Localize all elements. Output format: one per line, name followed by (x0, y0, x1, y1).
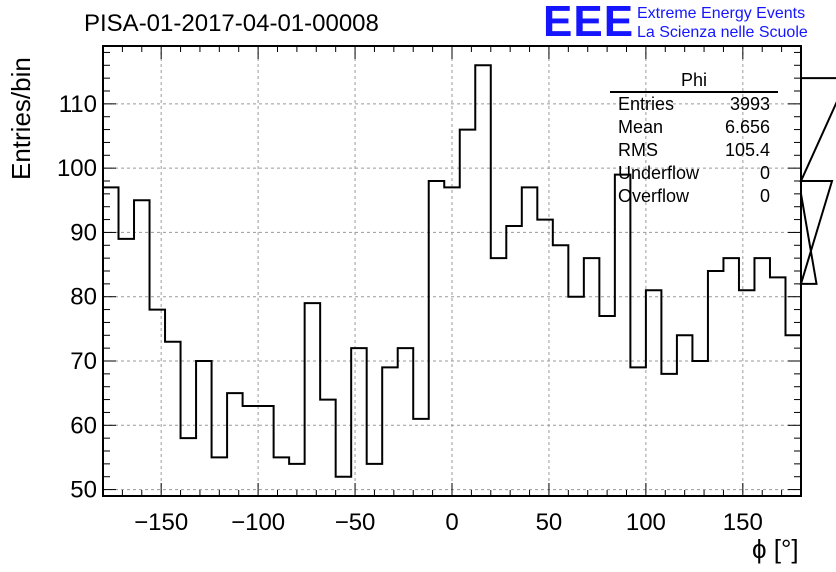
x-tick-label: 50 (536, 509, 563, 536)
histogram-bin (506, 226, 522, 496)
eee-logo: EEE (543, 0, 635, 46)
stats-label: Mean (618, 117, 664, 137)
histogram-bin (708, 271, 724, 496)
y-tick-label: 110 (59, 91, 97, 118)
stats-label: Overflow (618, 186, 690, 206)
histogram-bin (134, 200, 150, 496)
stats-label: Underflow (618, 163, 700, 183)
histogram-bin (305, 303, 321, 496)
y-axis-label: Entries/bin (6, 57, 36, 180)
histogram-bin (227, 393, 243, 496)
histogram-bin (274, 457, 290, 496)
histogram-bin (615, 175, 631, 496)
histogram-bin (150, 310, 166, 496)
stats-title: Phi (610, 70, 778, 93)
stats-value: 0 (759, 186, 770, 206)
histogram-bin (475, 65, 491, 496)
x-tick-label: 100 (626, 509, 666, 536)
x-tick-label: 150 (723, 509, 763, 536)
histogram-bin (661, 374, 677, 496)
histogram-bin (491, 258, 507, 496)
histogram-outline (103, 64, 836, 478)
y-tick-label: 50 (70, 477, 97, 504)
histogram-bin (103, 187, 119, 496)
histogram-bin (754, 258, 770, 496)
y-tick-label: 90 (70, 219, 97, 246)
x-tick-label: −100 (231, 509, 285, 536)
histogram-bin (770, 277, 786, 496)
stats-row: RMS 105.4 (610, 139, 778, 162)
stats-row: Entries 3993 (610, 93, 778, 116)
plot-frame (102, 45, 802, 497)
histogram-bin (630, 367, 646, 496)
logo-caption: Extreme Energy Events La Scienza nelle S… (637, 4, 808, 42)
y-tick-label: 70 (70, 348, 97, 375)
stats-value: 105.4 (724, 140, 770, 160)
x-tick-label: −50 (335, 509, 376, 536)
histogram-bin (739, 290, 755, 496)
y-tick-label: 80 (70, 284, 97, 311)
stats-row: Underflow 0 (610, 162, 778, 185)
logo-line-1: Extreme Energy Events (637, 5, 806, 22)
histogram-bin (119, 239, 135, 496)
stats-value: 6.656 (724, 117, 770, 137)
stats-label: RMS (618, 140, 658, 160)
histogram-bin (568, 297, 584, 496)
y-axis-ticks: 50 60 70 80 90 100 110 (57, 51, 801, 504)
histogram-bin (351, 348, 367, 496)
histogram-bin (785, 335, 801, 496)
histogram-bin (429, 181, 445, 496)
histogram-bin (212, 457, 228, 496)
x-tick-label: 0 (445, 509, 458, 536)
stats-value: 3993 (729, 94, 770, 114)
stats-row: Overflow 0 (610, 185, 778, 208)
histogram-bin (165, 342, 181, 496)
histogram-bin (320, 400, 336, 496)
x-axis-label: ϕ [°] (752, 534, 799, 564)
histogram-bin (537, 220, 553, 496)
histogram-bin (243, 406, 259, 496)
histogram-bin (258, 406, 274, 496)
histogram-bin (289, 464, 305, 496)
histogram-bin (382, 367, 398, 496)
stats-value: 0 (759, 163, 770, 183)
histogram-bin (444, 187, 460, 496)
x-tick-label: −150 (134, 509, 188, 536)
histogram-bin (522, 187, 538, 496)
grid-lines (103, 46, 801, 496)
histogram-bin (677, 335, 693, 496)
histogram-bin (413, 419, 429, 496)
y-tick-label: 60 (70, 412, 97, 439)
y-tick-label: 100 (57, 155, 97, 182)
histogram-bin (723, 258, 739, 496)
histogram-bin (181, 438, 197, 496)
logo-line-2: La Scienza nelle Scuole (637, 24, 808, 41)
histogram-bin (336, 477, 352, 496)
histogram-bin (646, 290, 662, 496)
stats-label: Entries (618, 94, 675, 114)
histogram-bin (584, 258, 600, 496)
stats-box: Phi Entries 3993 Mean 6.656 RMS 105.4 Un… (610, 70, 778, 208)
histogram-bin (599, 316, 615, 496)
histogram-bin (367, 464, 383, 496)
chart-title: PISA-01-2017-04-01-00008 (84, 10, 379, 37)
stats-row: Mean 6.656 (610, 116, 778, 139)
histogram-bin (553, 245, 569, 496)
histogram-bin (460, 130, 476, 496)
histogram-bin (196, 361, 212, 496)
histogram-bin (398, 348, 414, 496)
histogram-bin (692, 361, 708, 496)
